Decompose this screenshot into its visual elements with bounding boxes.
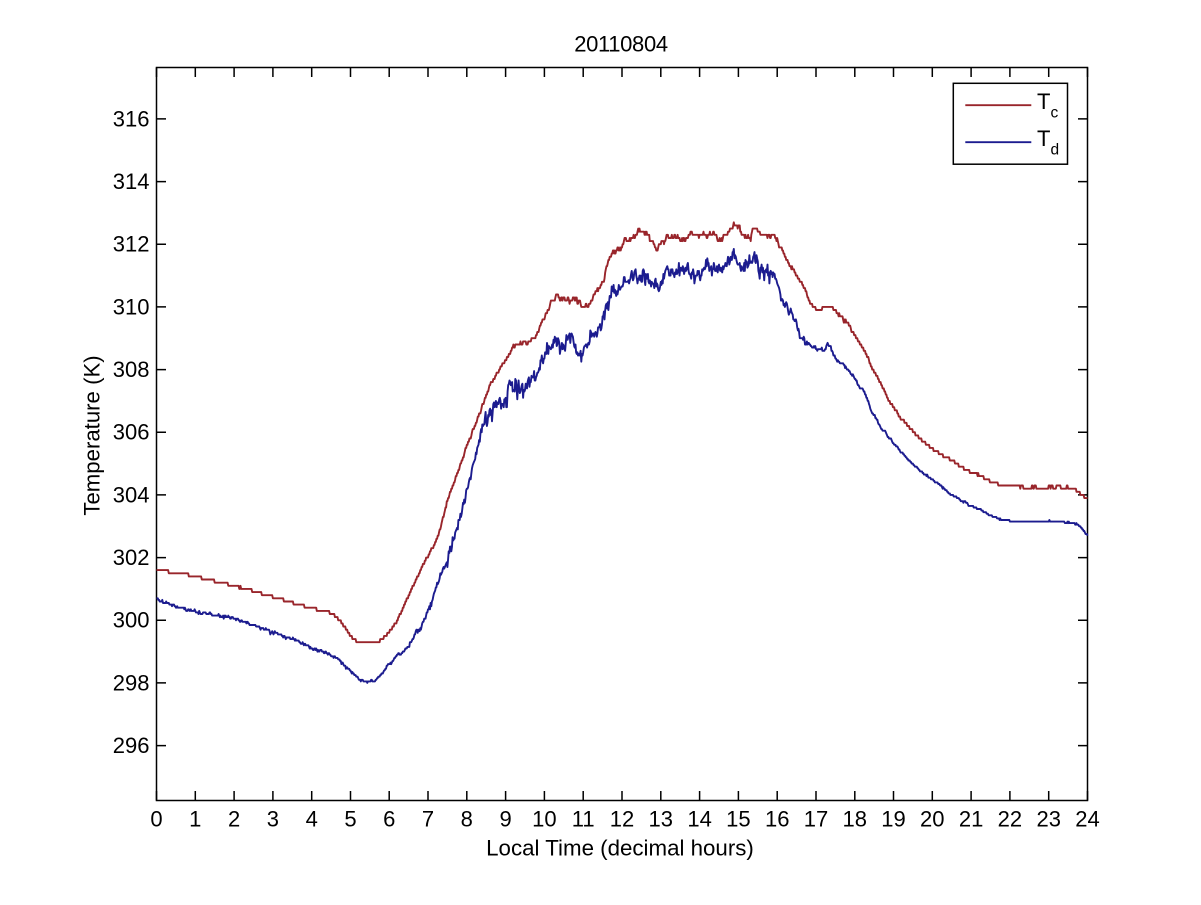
svg-text:Temperature (K): Temperature (K) — [80, 355, 105, 515]
svg-text:14: 14 — [687, 807, 711, 832]
svg-text:23: 23 — [1036, 807, 1060, 832]
svg-text:24: 24 — [1075, 807, 1099, 832]
svg-text:6: 6 — [383, 807, 395, 832]
svg-text:7: 7 — [422, 807, 434, 832]
svg-text:308: 308 — [113, 357, 150, 382]
svg-text:Local Time (decimal hours): Local Time (decimal hours) — [486, 836, 754, 861]
svg-text:20: 20 — [920, 807, 944, 832]
svg-text:1: 1 — [189, 807, 201, 832]
svg-text:310: 310 — [113, 294, 150, 319]
svg-text:316: 316 — [113, 106, 150, 131]
svg-text:21: 21 — [959, 807, 983, 832]
svg-text:13: 13 — [649, 807, 673, 832]
svg-text:4: 4 — [306, 807, 318, 832]
svg-text:20110804: 20110804 — [574, 32, 668, 57]
svg-text:306: 306 — [113, 420, 150, 445]
svg-text:12: 12 — [610, 807, 634, 832]
svg-text:5: 5 — [344, 807, 356, 832]
svg-text:18: 18 — [843, 807, 867, 832]
svg-text:304: 304 — [113, 482, 150, 507]
svg-text:8: 8 — [461, 807, 473, 832]
svg-text:2: 2 — [228, 807, 240, 832]
svg-text:10: 10 — [532, 807, 556, 832]
svg-text:9: 9 — [499, 807, 511, 832]
svg-text:15: 15 — [726, 807, 750, 832]
svg-text:19: 19 — [881, 807, 905, 832]
svg-text:300: 300 — [113, 608, 150, 633]
svg-text:296: 296 — [113, 733, 150, 758]
svg-text:314: 314 — [113, 169, 150, 194]
svg-text:3: 3 — [267, 807, 279, 832]
svg-text:0: 0 — [150, 807, 162, 832]
svg-text:312: 312 — [113, 232, 150, 257]
svg-text:22: 22 — [998, 807, 1022, 832]
svg-text:11: 11 — [572, 807, 595, 832]
svg-text:298: 298 — [113, 670, 150, 695]
svg-text:302: 302 — [113, 545, 150, 570]
svg-text:17: 17 — [804, 807, 828, 832]
svg-text:16: 16 — [765, 807, 789, 832]
